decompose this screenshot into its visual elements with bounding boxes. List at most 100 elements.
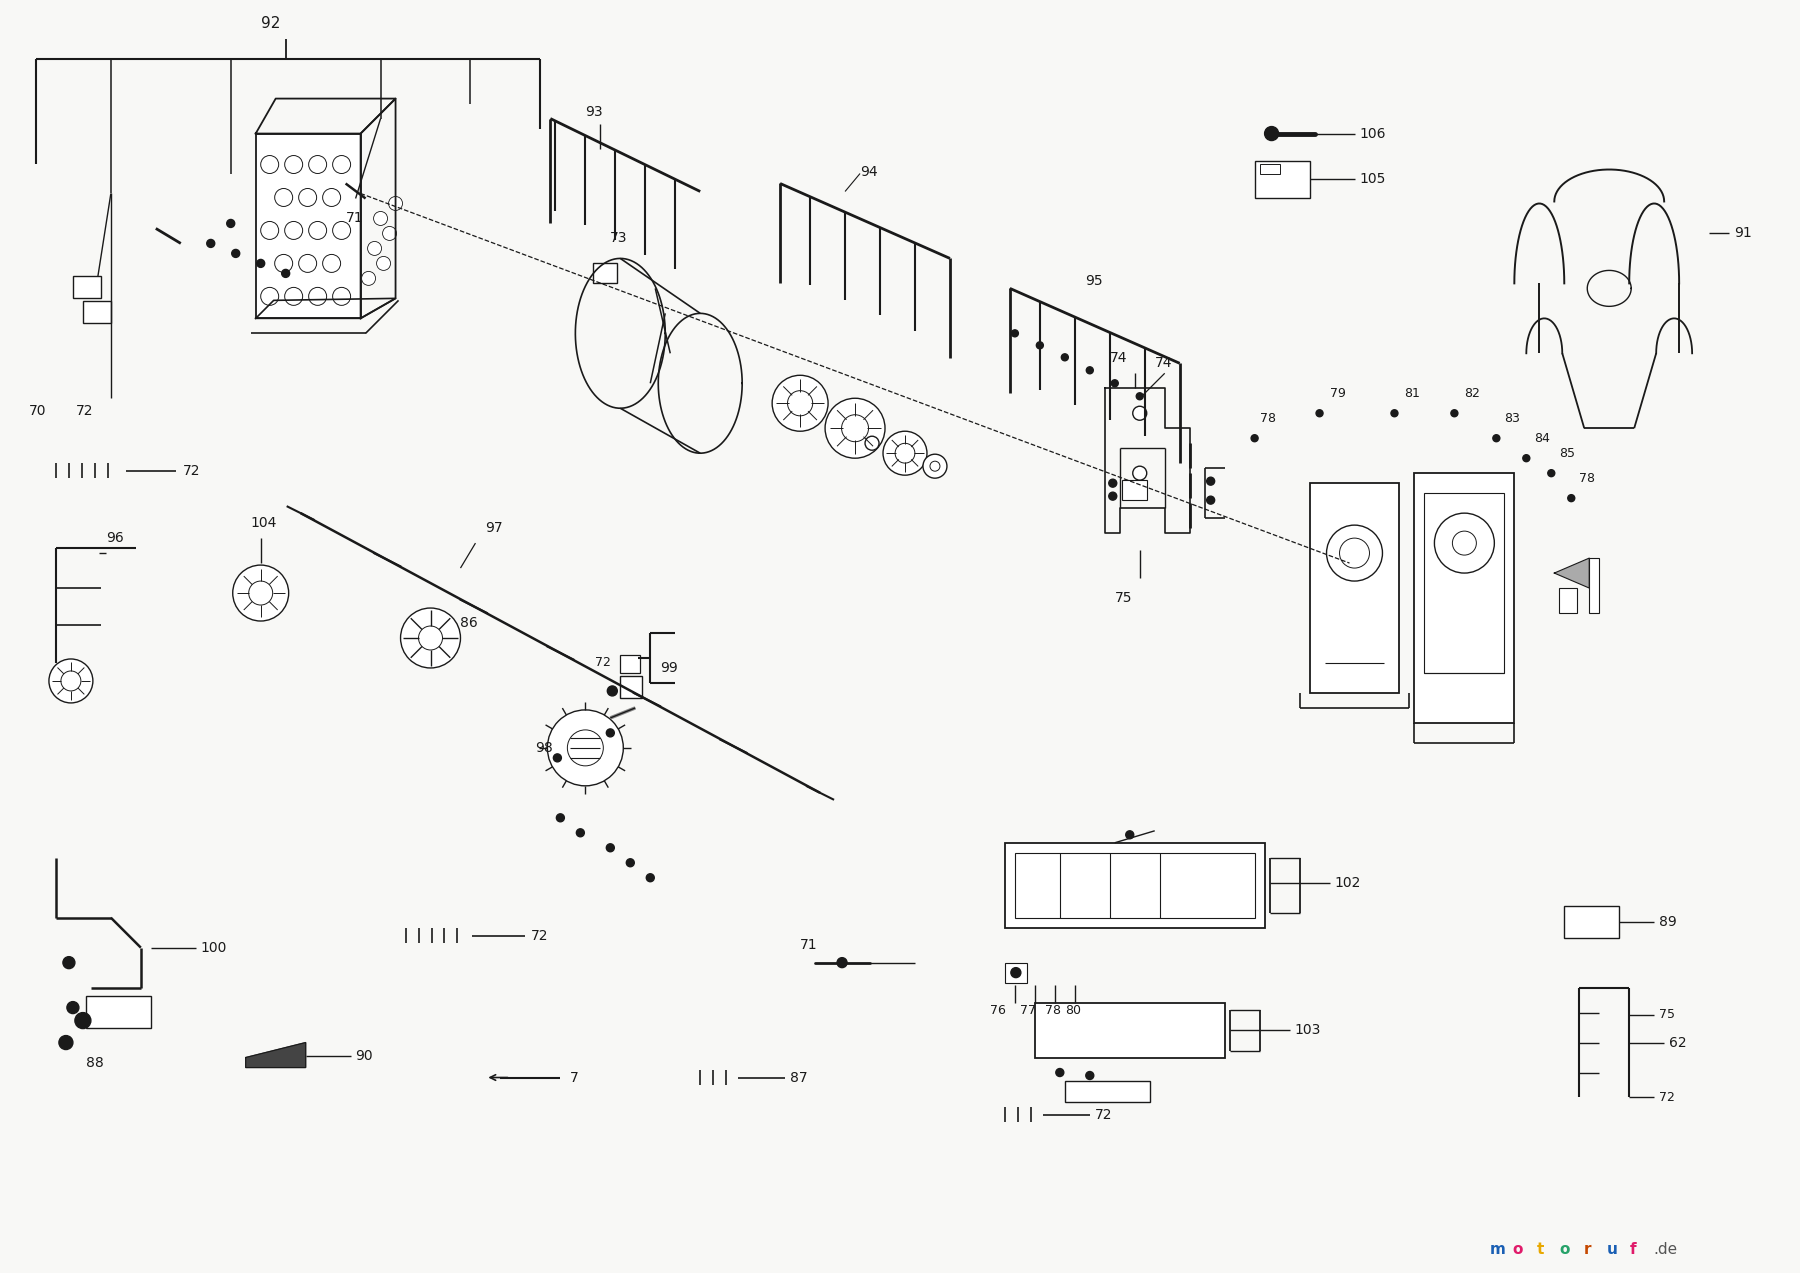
Circle shape xyxy=(374,211,387,225)
Circle shape xyxy=(607,844,614,852)
Circle shape xyxy=(308,288,326,306)
Bar xyxy=(594,264,617,284)
Circle shape xyxy=(261,222,279,239)
Circle shape xyxy=(322,188,340,206)
Bar xyxy=(621,656,641,673)
Text: 97: 97 xyxy=(486,521,502,535)
Circle shape xyxy=(61,671,81,691)
Text: 71: 71 xyxy=(346,211,364,225)
Circle shape xyxy=(419,626,443,651)
Bar xyxy=(256,134,360,318)
Circle shape xyxy=(553,754,562,761)
Text: 75: 75 xyxy=(1660,1008,1676,1021)
Circle shape xyxy=(1391,410,1399,416)
Text: 72: 72 xyxy=(76,405,94,419)
Circle shape xyxy=(1435,513,1494,573)
Polygon shape xyxy=(247,1043,306,1068)
Circle shape xyxy=(607,686,617,696)
Circle shape xyxy=(63,956,76,969)
Text: 79: 79 xyxy=(1330,387,1345,400)
Text: 72: 72 xyxy=(596,657,612,670)
Text: 104: 104 xyxy=(250,516,277,530)
Text: 78: 78 xyxy=(1579,472,1595,485)
Text: 74: 74 xyxy=(1111,351,1127,365)
Text: m: m xyxy=(1489,1242,1505,1258)
Circle shape xyxy=(308,222,326,239)
Circle shape xyxy=(299,255,317,272)
Circle shape xyxy=(646,873,653,882)
Text: f: f xyxy=(1631,1242,1636,1258)
Bar xyxy=(1004,843,1265,928)
Bar xyxy=(1260,163,1280,173)
Circle shape xyxy=(576,829,585,836)
Circle shape xyxy=(333,155,351,173)
Text: 72: 72 xyxy=(1660,1091,1676,1104)
Circle shape xyxy=(1316,410,1323,416)
Circle shape xyxy=(232,565,288,621)
Text: 98: 98 xyxy=(535,741,553,755)
Circle shape xyxy=(284,155,302,173)
Circle shape xyxy=(376,256,391,270)
Circle shape xyxy=(322,255,340,272)
Bar xyxy=(1255,160,1310,199)
Text: 102: 102 xyxy=(1334,876,1361,890)
Circle shape xyxy=(1057,1068,1064,1077)
Bar xyxy=(1004,962,1026,983)
Text: 82: 82 xyxy=(1465,387,1480,400)
Circle shape xyxy=(567,729,603,766)
Bar xyxy=(1121,480,1147,500)
Circle shape xyxy=(261,288,279,306)
Circle shape xyxy=(788,391,812,416)
Text: 103: 103 xyxy=(1294,1022,1321,1036)
Text: 62: 62 xyxy=(1669,1035,1687,1049)
Text: 85: 85 xyxy=(1559,447,1575,460)
Circle shape xyxy=(261,155,279,173)
Circle shape xyxy=(1265,126,1278,140)
Circle shape xyxy=(547,710,623,785)
Text: 92: 92 xyxy=(261,17,281,31)
Text: 90: 90 xyxy=(356,1049,373,1063)
Circle shape xyxy=(1568,495,1575,502)
Text: o: o xyxy=(1512,1242,1523,1258)
Text: 81: 81 xyxy=(1404,387,1420,400)
Circle shape xyxy=(299,188,317,206)
Text: o: o xyxy=(1561,1242,1570,1258)
Circle shape xyxy=(1012,330,1019,337)
Text: 100: 100 xyxy=(202,941,227,955)
Circle shape xyxy=(275,255,293,272)
Circle shape xyxy=(401,608,461,668)
Circle shape xyxy=(824,398,886,458)
Bar xyxy=(1310,484,1399,693)
Circle shape xyxy=(308,155,326,173)
Text: 78: 78 xyxy=(1260,411,1276,425)
FancyBboxPatch shape xyxy=(83,302,112,323)
Circle shape xyxy=(1523,454,1530,462)
Circle shape xyxy=(1339,538,1370,568)
Circle shape xyxy=(1206,477,1215,485)
Text: 99: 99 xyxy=(661,661,679,675)
Circle shape xyxy=(232,250,239,257)
Bar xyxy=(1066,1081,1150,1102)
Circle shape xyxy=(362,271,376,285)
Text: 72: 72 xyxy=(1094,1109,1112,1123)
Text: .de: .de xyxy=(1654,1242,1678,1258)
Text: t: t xyxy=(1537,1242,1544,1258)
Circle shape xyxy=(1085,367,1093,374)
Text: 73: 73 xyxy=(610,232,628,246)
Bar xyxy=(1015,853,1255,918)
Circle shape xyxy=(1085,1072,1094,1080)
Text: 71: 71 xyxy=(801,938,817,952)
Circle shape xyxy=(1109,493,1116,500)
Circle shape xyxy=(895,443,914,463)
Circle shape xyxy=(383,227,396,241)
Circle shape xyxy=(76,1012,90,1029)
Circle shape xyxy=(866,437,878,451)
Circle shape xyxy=(1451,410,1458,416)
Circle shape xyxy=(1111,379,1118,387)
Circle shape xyxy=(1251,434,1258,442)
Circle shape xyxy=(275,188,293,206)
Text: 80: 80 xyxy=(1066,1004,1080,1017)
Circle shape xyxy=(257,260,265,267)
Text: 77: 77 xyxy=(1021,1004,1035,1017)
Circle shape xyxy=(389,196,403,210)
